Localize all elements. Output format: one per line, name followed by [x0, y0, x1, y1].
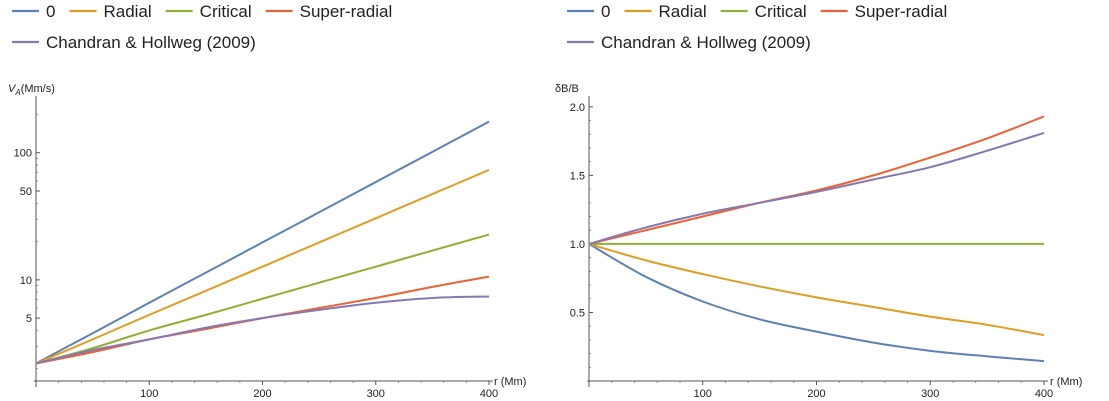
- legend-item-critical: Critical: [720, 2, 807, 21]
- legend-item-chandran-hollweg-2009: Chandran & Hollweg (2009): [567, 33, 811, 52]
- series-line-radial: [588, 242, 1045, 337]
- y-axis-label: δB/B: [555, 83, 579, 95]
- legend-label: 0: [601, 2, 610, 21]
- chart-panel-2: 0 Radial Critical Super-radial Chandran & Ho…: [555, 2, 1082, 400]
- legend-label: Critical: [200, 2, 252, 21]
- y-tick-label: 1.5: [570, 170, 585, 182]
- legend-item-chandran-hollweg-2009: Chandran & Hollweg (2009): [12, 33, 256, 52]
- legend-label: Radial: [658, 2, 706, 21]
- legend-label: Radial: [103, 2, 151, 21]
- y-tick-label: 10: [20, 275, 32, 287]
- x-tick-label: 400: [1035, 388, 1053, 400]
- series-line-super-radial: [35, 275, 490, 365]
- legend-label: Chandran & Hollweg (2009): [46, 33, 256, 52]
- y-tick-label: 5: [26, 313, 32, 325]
- x-tick-label: 200: [253, 388, 271, 400]
- y-tick-label: 0.5: [570, 307, 585, 319]
- x-tick-label: 300: [367, 388, 385, 400]
- x-axis-label: r (Mm): [1050, 376, 1082, 388]
- series-line-critical: [35, 233, 490, 365]
- legend-label: Super-radial: [300, 2, 393, 21]
- series-line-chandran-hollweg-2009: [35, 295, 490, 365]
- legend-item-super-radial: Super-radial: [265, 2, 393, 21]
- y-tick-label: 2.0: [570, 102, 585, 114]
- x-tick-label: 400: [480, 388, 498, 400]
- y-axis-label: VA(Mm/s): [8, 83, 55, 97]
- legend-label: 0: [46, 2, 55, 21]
- chart-panel-1: 0 Radial Critical Super-radial Chandran & Ho…: [8, 2, 526, 400]
- x-axis-label: r (Mm): [494, 376, 526, 388]
- legend-label: Super-radial: [855, 2, 948, 21]
- legend-item-0: 0: [12, 2, 55, 21]
- y-tick-label: 1.0: [570, 239, 585, 251]
- series-line-0: [588, 243, 1045, 363]
- series-line-radial: [35, 169, 490, 365]
- x-tick-label: 100: [140, 388, 158, 400]
- legend: 0 Radial Critical Super-radial Chandran & Ho…: [12, 2, 392, 52]
- x-tick-label: 300: [921, 388, 939, 400]
- y-tick-label: 50: [20, 186, 32, 198]
- legend-label: Critical: [755, 2, 807, 21]
- legend: 0 Radial Critical Super-radial Chandran & Ho…: [567, 2, 947, 52]
- x-tick-label: 100: [694, 388, 712, 400]
- legend-item-0: 0: [567, 2, 610, 21]
- legend-item-super-radial: Super-radial: [820, 2, 948, 21]
- y-tick-label: 100: [14, 148, 32, 160]
- x-tick-label: 200: [807, 388, 825, 400]
- legend-item-radial: Radial: [69, 2, 152, 21]
- legend-item-radial: Radial: [624, 2, 707, 21]
- legend-item-critical: Critical: [165, 2, 252, 21]
- series-line-super-radial: [588, 115, 1045, 245]
- series-line-0: [35, 120, 490, 365]
- legend-label: Chandran & Hollweg (2009): [601, 33, 811, 52]
- series-line-chandran-hollweg-2009: [588, 131, 1045, 245]
